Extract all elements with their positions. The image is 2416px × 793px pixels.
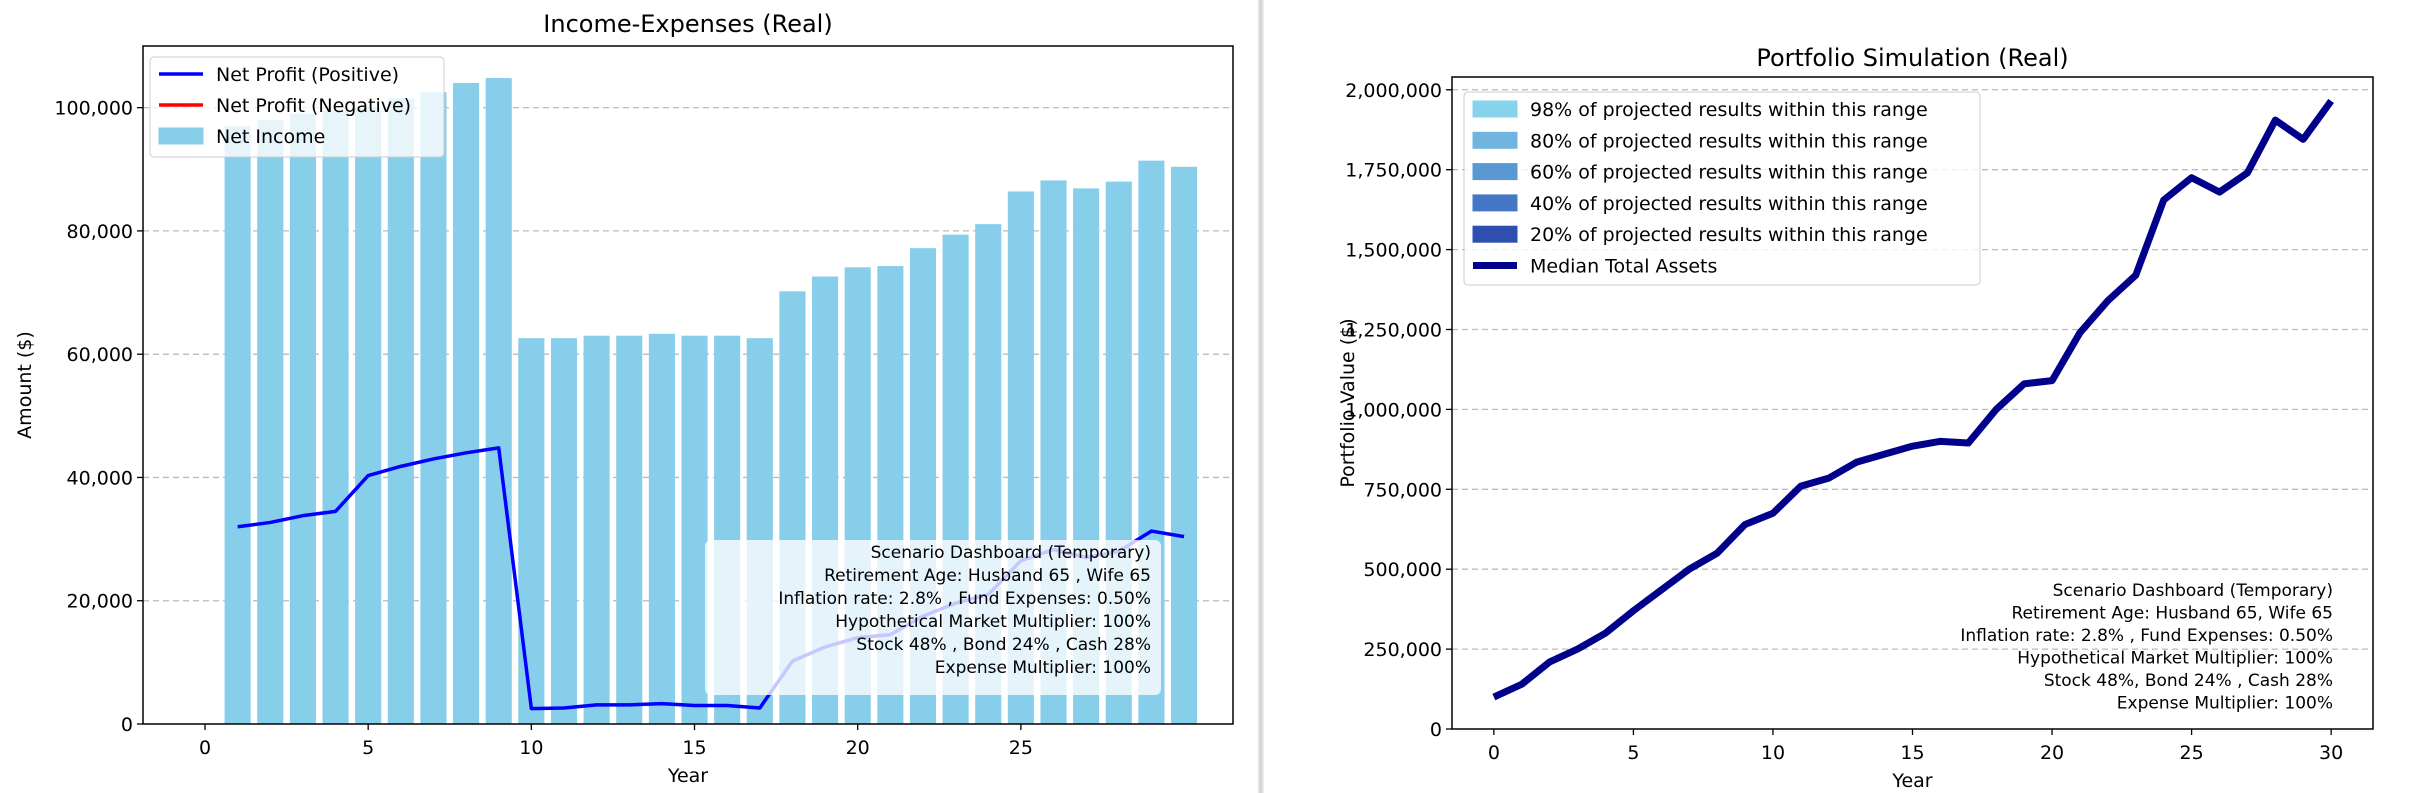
annotation-line: Inflation rate: 2.8% , Fund Expenses: 0.… [778,589,1151,609]
x-tick-label: 30 [2319,742,2343,764]
bar-net-income [616,335,643,724]
bar-net-income [485,78,512,725]
x-tick-label: 0 [1488,742,1500,764]
bar-net-income [224,126,251,725]
bar-net-income [257,119,284,725]
legend-label: Net Profit (Negative) [216,95,411,117]
legend-label: 60% of projected results within this ran… [1530,162,1928,184]
plot-frame [1451,76,2374,730]
legend-swatch [1472,131,1518,149]
legend-label: Median Total Assets [1530,256,1717,278]
bar-net-income [387,98,414,724]
bar-net-income [648,333,675,724]
legend-label: 20% of projected results within this ran… [1530,224,1928,246]
annotation-line: Inflation rate: 2.8% , Fund Expenses: 0.… [1960,626,2333,646]
x-tick-label: 5 [1627,742,1639,764]
x-axis-label: Year [667,765,708,787]
y-tick-label: 1,500,000 [1345,240,1442,262]
legend-swatch [158,127,204,145]
x-axis-label: Year [1891,770,1932,792]
legend-label: Net Income [216,126,325,148]
legend-label: 40% of projected results within this ran… [1530,193,1928,215]
bar-net-income [681,335,708,724]
y-tick-label: 1,750,000 [1345,160,1442,182]
bar-net-income [420,92,447,724]
y-tick-label: 1,250,000 [1345,319,1442,341]
annotation-line: Scenario Dashboard (Temporary) [871,543,1151,563]
x-tick-label: 15 [682,737,706,759]
bar-net-income [453,82,480,725]
chart-2: Portfolio Simulation (Real) 0 250,000 500,0… [1337,44,2374,792]
x-tick-label: 10 [519,737,543,759]
chart-title: Income-Expenses (Real) [543,10,832,38]
legend-swatch [1472,225,1518,243]
bar-net-income [518,338,545,724]
legend-swatch [1472,194,1518,212]
x-tick-label: 25 [2179,742,2203,764]
y-tick-label: 0 [1430,719,1442,741]
legend: Net Profit (Positive) Net Profit (Negativ… [149,56,445,158]
y-tick-label: 20,000 [67,591,133,613]
bar-net-income [322,110,349,724]
bar-net-income [289,113,316,725]
y-tick-label: 100,000 [54,98,133,120]
y-tick-label: 750,000 [1363,479,1442,501]
plot-frame [142,45,1234,725]
annotation-line: Retirement Age: Husband 65, Wife 65 [2011,604,2333,624]
y-tick-label: 60,000 [67,344,133,366]
legend-box [1463,91,1981,286]
annotation-line: Stock 48% , Bond 24% , Cash 28% [856,635,1151,655]
legend-box [149,56,445,158]
annotation-line: Stock 48%, Bond 24% , Cash 28% [2044,671,2333,691]
y-tick-label: 250,000 [1363,639,1442,661]
y-tick-label: 2,000,000 [1345,80,1442,102]
x-tick-label: 15 [1900,742,1924,764]
annotation-line: Retirement Age: Husband 65 , Wife 65 [824,566,1151,586]
legend-swatch [1472,163,1518,181]
y-axis-label: Portfolio Value ($) [1337,318,1359,487]
annotation-line: Scenario Dashboard (Temporary) [2053,581,2333,601]
legend: 98% of projected results within this ran… [1463,91,1981,286]
legend-label: 80% of projected results within this ran… [1530,130,1928,152]
x-tick-label: 10 [1761,742,1785,764]
legend-label: Net Profit (Positive) [216,64,399,86]
bar-net-income [355,107,382,725]
panel-divider [1258,0,1264,793]
bar-net-income [550,338,578,724]
x-tick-label: 25 [1009,737,1033,759]
chart-1: Income-Expenses (Real) 0 20,000 40,000 60,00… [14,10,1234,787]
legend-label: 98% of projected results within this ran… [1530,99,1928,121]
annotation-line: Hypothetical Market Multiplier: 100% [2017,649,2333,669]
bar-net-income [1170,166,1198,725]
y-tick-label: 40,000 [67,467,133,489]
y-tick-label: 500,000 [1363,559,1442,581]
chart-title: Portfolio Simulation (Real) [1756,44,2068,72]
x-tick-label: 20 [846,737,870,759]
bar-net-income [583,335,610,724]
y-tick-label: 1,000,000 [1345,399,1442,421]
y-tick-label: 80,000 [67,221,133,243]
y-axis-label: Amount ($) [14,331,36,439]
x-tick-label: 5 [362,737,374,759]
annotation-line: Expense Multiplier: 100% [935,658,1151,678]
x-tick-label: 20 [2040,742,2064,764]
annotation-line: Expense Multiplier: 100% [2117,694,2333,714]
y-tick-label: 0 [121,714,133,736]
annotation-box [705,540,1161,695]
legend-swatch [1472,100,1518,118]
x-tick-label: 0 [199,737,211,759]
annotation-line: Hypothetical Market Multiplier: 100% [835,612,1151,632]
